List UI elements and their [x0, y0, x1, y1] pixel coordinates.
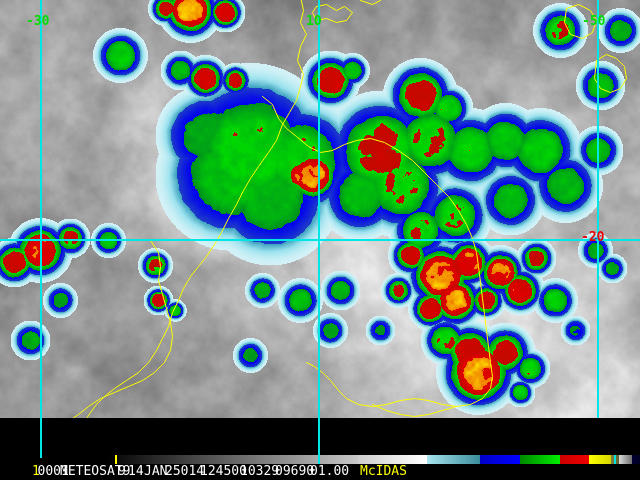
- colorbar-tick-1: [614, 455, 617, 464]
- status-line: 1 0001 METEOSAT9 9 14 JAN 25014 124500 10329 0969…: [0, 464, 640, 480]
- status-segment-1: 0001: [37, 464, 69, 479]
- colorbar-segment-9: [618, 455, 632, 464]
- colorbar-segment-5: [520, 455, 561, 464]
- longitude-label-10: 10: [306, 14, 322, 29]
- status-segment-11: McIDAS: [360, 464, 407, 479]
- colorbar-origin-tick: [115, 455, 117, 464]
- colorbar-segment-4: [480, 455, 521, 464]
- gridline-meridian-center: [318, 0, 320, 418]
- gridline-tick-west-lower: [40, 418, 42, 458]
- colorbar-segment-1: [116, 455, 358, 464]
- gridline-meridian-west: [40, 0, 42, 418]
- colorbar-segment-7: [589, 455, 611, 464]
- colorbar-row: [0, 455, 640, 464]
- status-segment-0: 1: [32, 464, 40, 479]
- latitude-label-minus20: -20: [581, 230, 605, 245]
- latitude-label-minus30: -30: [26, 14, 50, 29]
- status-segment-7: 124500: [200, 464, 247, 479]
- info-panel: [0, 418, 640, 480]
- gridline-meridian-east: [597, 0, 599, 418]
- status-segment-5: JAN: [144, 464, 168, 479]
- colorbar-segment-2: [357, 455, 427, 464]
- colorbar-segment-10: [632, 455, 640, 464]
- colorbar-segment-3: [426, 455, 481, 464]
- enhancement-colorbar[interactable]: [107, 455, 640, 464]
- status-segment-2: METEOSAT9: [60, 464, 131, 479]
- satellite-image-canvas[interactable]: [0, 0, 640, 418]
- status-segment-9: 09690: [275, 464, 315, 479]
- status-segment-8: 10329: [240, 464, 280, 479]
- satellite-image-area[interactable]: -30 10 -50 -20: [0, 0, 640, 418]
- gridline-parallel-mid: [0, 239, 640, 241]
- colorbar-segment-0: [107, 455, 117, 464]
- gridline-tick-center-lower: [318, 418, 320, 464]
- status-segment-4: 14: [128, 464, 144, 479]
- longitude-label-minus50: -50: [582, 14, 606, 29]
- status-segment-6: 25014: [165, 464, 205, 479]
- status-segment-3: 9: [118, 464, 126, 479]
- status-segment-10: 01.00: [310, 464, 350, 479]
- colorbar-segment-6: [560, 455, 590, 464]
